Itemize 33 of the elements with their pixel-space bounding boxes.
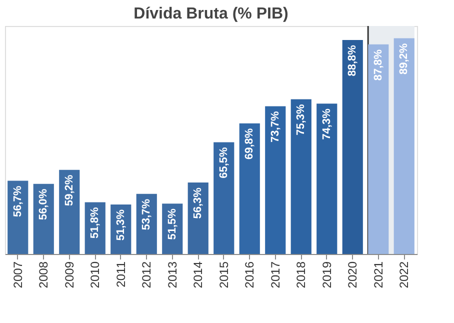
data-label: 73,7% (269, 111, 282, 142)
x-tick-label: 2017 (268, 261, 282, 288)
x-tick-label: 2013 (165, 261, 180, 288)
x-tick-label: 2008 (36, 261, 51, 288)
data-label: 51,3% (114, 209, 127, 241)
data-label: 51,5% (166, 208, 178, 240)
x-tick-label: 2016 (242, 261, 257, 288)
data-label: 59,2% (63, 174, 76, 206)
data-label: 53,7% (140, 198, 153, 230)
data-label: 75,3% (295, 104, 308, 136)
data-label: 56,7% (12, 186, 24, 217)
x-tick-label: 2009 (62, 261, 76, 288)
x-tick-label: 2020 (346, 261, 360, 288)
x-tick-label: 2007 (10, 261, 25, 288)
chart-title: Dívida Bruta (% PIB) (134, 5, 288, 22)
data-label: 88,8% (346, 44, 359, 76)
data-label: 65,5% (218, 146, 230, 178)
x-tick-label: 2015 (216, 261, 231, 288)
data-label: 56,0% (38, 188, 50, 220)
x-tick-label: 2012 (140, 261, 154, 288)
x-tick-label: 2018 (294, 261, 308, 288)
data-label: 69,8% (244, 128, 256, 160)
data-label: 87,8% (372, 49, 384, 81)
data-label: 89,2% (398, 43, 410, 74)
x-tick-label: 2019 (320, 261, 334, 288)
x-tick-label: 2022 (397, 261, 412, 288)
x-tick-label: 2010 (88, 261, 102, 288)
x-tick-label: 2011 (114, 261, 128, 288)
x-tick-label: 2021 (371, 261, 386, 288)
x-tick-label: 2014 (191, 261, 206, 288)
data-label: 74,3% (320, 108, 333, 140)
data-label: 56,3% (192, 187, 204, 219)
data-label: 51,8% (89, 207, 102, 238)
